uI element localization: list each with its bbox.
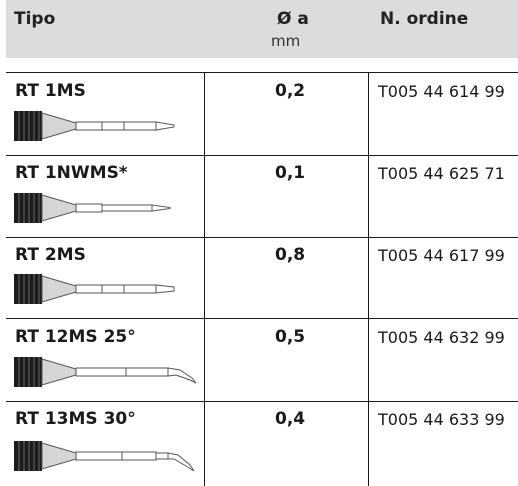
order-number: T005 44 617 99 — [378, 246, 505, 265]
tip-name: RT 1NWMS* — [15, 163, 128, 183]
tip-name: RT 1MS — [15, 81, 86, 101]
tip-name: RT 13MS 30° — [15, 409, 136, 429]
order-number: T005 44 633 99 — [378, 410, 505, 429]
column-header-diameter-unit: mm — [271, 32, 301, 50]
tip-name: RT 12MS 25° — [15, 327, 136, 347]
straight-tip-icon — [14, 111, 175, 141]
table-header: Tipo Ø a mm N. ordine — [6, 0, 518, 58]
tip-diameter: 0,1 — [275, 163, 306, 183]
column-header-type: Tipo — [14, 9, 56, 29]
order-number: T005 44 614 99 — [378, 82, 505, 101]
tip-diameter: 0,8 — [275, 245, 306, 265]
tip-diameter: 0,5 — [275, 327, 306, 347]
column-header-order-number: N. ordine — [380, 9, 469, 29]
table-divider — [6, 237, 518, 238]
table-divider — [6, 155, 518, 156]
table-divider — [6, 401, 518, 402]
bent-30-tip-icon — [14, 441, 195, 472]
table-divider — [6, 318, 518, 319]
column-divider — [368, 72, 369, 486]
table-divider — [6, 72, 518, 73]
tip-diameter: 0,2 — [275, 81, 306, 101]
order-number: T005 44 625 71 — [378, 164, 505, 183]
tip-name: RT 2MS — [15, 245, 86, 265]
straight-needle-tip-icon — [14, 193, 171, 223]
bent-25-tip-icon — [14, 357, 197, 387]
order-number: T005 44 632 99 — [378, 328, 505, 347]
column-divider — [204, 72, 205, 486]
column-header-diameter: Ø a — [277, 9, 309, 29]
tip-diameter: 0,4 — [275, 409, 306, 429]
straight-tip-icon — [14, 274, 175, 304]
